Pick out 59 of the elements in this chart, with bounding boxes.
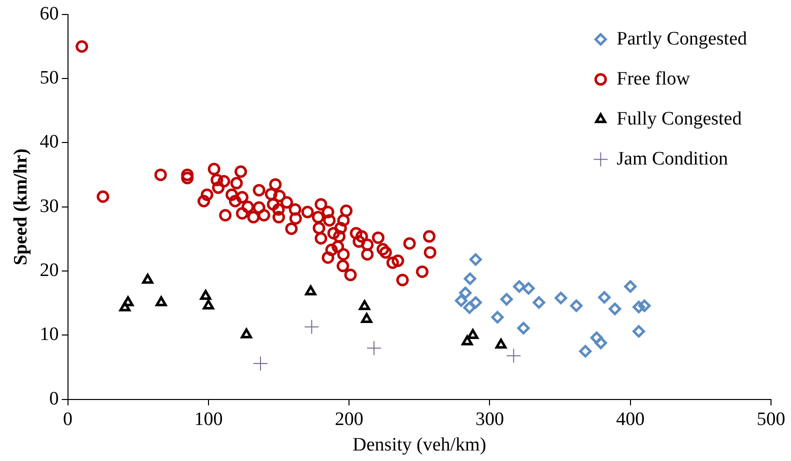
point: [579, 345, 592, 358]
point: [590, 332, 603, 344]
point: [469, 253, 482, 266]
point: [156, 296, 167, 306]
point: [358, 300, 370, 310]
point: [200, 290, 212, 300]
point: [513, 280, 526, 293]
point: [366, 340, 382, 356]
point: [252, 356, 268, 371]
point: [469, 296, 482, 309]
point: [638, 299, 651, 312]
point: [632, 300, 646, 314]
x-tick-label: 100: [194, 408, 223, 430]
x-tick-label: 0: [63, 408, 73, 430]
point: [522, 282, 535, 295]
point: [624, 280, 637, 293]
point: [517, 322, 530, 334]
y-tick-label: 40: [40, 132, 59, 153]
y-tick-label: 50: [40, 68, 59, 89]
x-tick-label: 200: [334, 408, 364, 430]
point: [462, 335, 473, 346]
y-tick-label: 0: [49, 388, 59, 410]
point: [598, 291, 611, 304]
legend-label: Fully Congested: [616, 108, 742, 130]
point: [506, 348, 522, 364]
point: [459, 286, 472, 300]
y-tick-label: 10: [40, 324, 59, 346]
point: [122, 296, 134, 306]
legend-label: Jam Condition: [616, 148, 729, 170]
point: [304, 319, 320, 334]
y-tick-label: 30: [40, 196, 59, 217]
point: [142, 274, 154, 284]
point: [632, 325, 646, 338]
point: [495, 338, 507, 349]
point: [463, 301, 476, 314]
point: [532, 296, 546, 309]
point: [500, 293, 513, 306]
y-axis-title: Speed (km/hr): [10, 148, 32, 266]
point: [570, 299, 583, 312]
point: [491, 311, 504, 324]
x-tick-label: 400: [616, 408, 645, 430]
point: [119, 301, 130, 312]
point: [608, 302, 622, 316]
x-tick-label: 500: [756, 408, 786, 430]
point: [454, 294, 468, 307]
y-tick-label: 20: [40, 260, 59, 282]
legend-label: Partly Congested: [616, 28, 748, 50]
y-tick-label: 60: [40, 3, 59, 24]
legend-label: Free flow: [616, 68, 690, 90]
point: [240, 328, 252, 338]
point: [202, 299, 214, 310]
point: [594, 336, 608, 350]
point: [464, 272, 476, 286]
x-axis-title: Density (veh/km): [352, 434, 486, 456]
point: [467, 328, 478, 339]
x-tick-label: 300: [475, 408, 504, 430]
point: [361, 312, 372, 323]
point: [554, 292, 568, 304]
point: [305, 285, 316, 296]
